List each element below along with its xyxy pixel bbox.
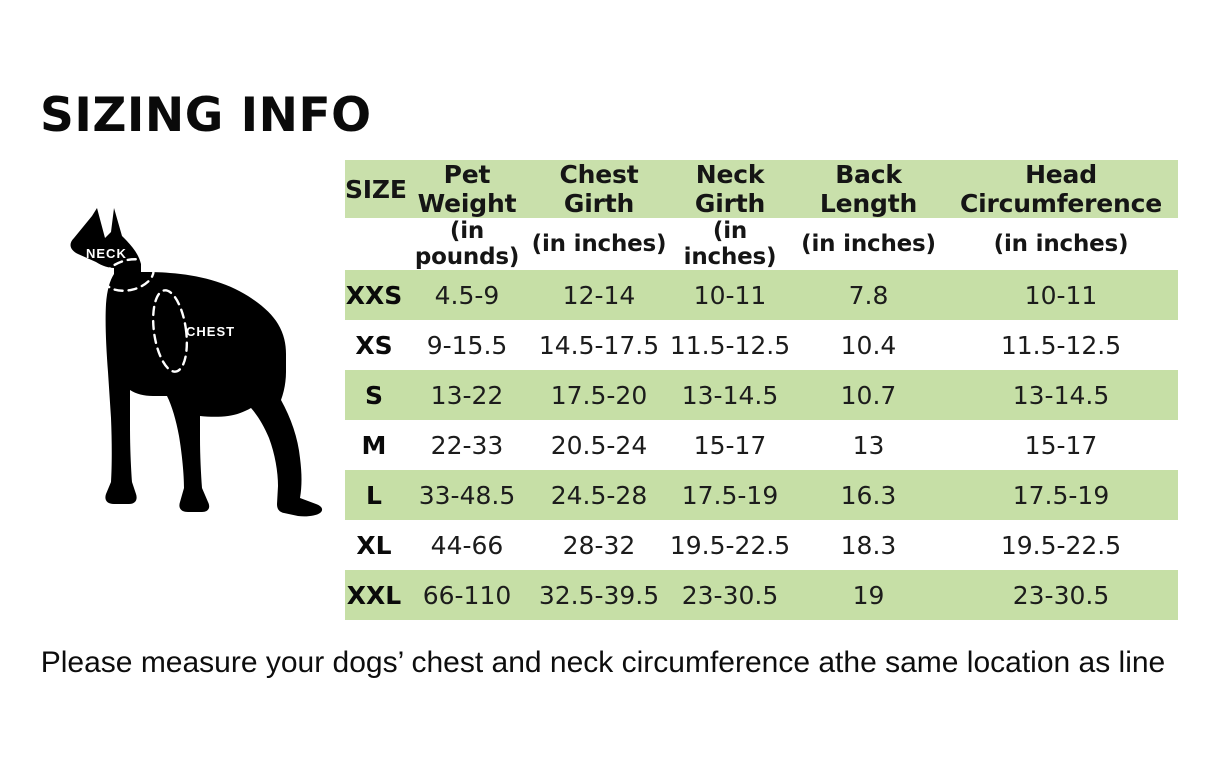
cell-chest-girth: 20.5-24: [531, 420, 667, 470]
cell-neck-girth: 10-11: [667, 270, 793, 320]
neck-measure-line: [103, 258, 155, 292]
cell-back-length: 10.7: [793, 370, 944, 420]
cell-size: M: [345, 420, 403, 470]
cell-size: XXS: [345, 270, 403, 320]
cell-back-length: 13: [793, 420, 944, 470]
cell-head-circumference: 11.5-12.5: [944, 320, 1178, 370]
column-header-back-length: Back Length: [793, 160, 944, 218]
table-row: S 13-22 17.5-20 13-14.5 10.7 13-14.5: [345, 370, 1178, 420]
table-row: XXL 66-110 32.5-39.5 23-30.5 19 23-30.5: [345, 570, 1178, 620]
cell-chest-girth: 32.5-39.5: [531, 570, 667, 620]
column-header-chest-girth: Chest Girth: [531, 160, 667, 218]
chest-measure-line: [151, 289, 189, 373]
cell-back-length: 18.3: [793, 520, 944, 570]
cell-pet-weight: 22-33: [403, 420, 531, 470]
cell-chest-girth: 12-14: [531, 270, 667, 320]
neck-label: NECK: [86, 246, 127, 261]
cell-head-circumference: 10-11: [944, 270, 1178, 320]
column-header-pet-weight: Pet Weight: [403, 160, 531, 218]
table-row: XS 9-15.5 14.5-17.5 11.5-12.5 10.4 11.5-…: [345, 320, 1178, 370]
cell-pet-weight: 13-22: [403, 370, 531, 420]
units-back-length: (in inches): [793, 218, 944, 270]
cell-back-length: 19: [793, 570, 944, 620]
column-header-size: SIZE: [345, 160, 407, 218]
cell-chest-girth: 14.5-17.5: [531, 320, 667, 370]
cell-head-circumference: 19.5-22.5: [944, 520, 1178, 570]
cell-back-length: 10.4: [793, 320, 944, 370]
units-size: [345, 218, 403, 270]
cell-size: L: [345, 470, 403, 520]
cell-neck-girth: 13-14.5: [667, 370, 793, 420]
cell-chest-girth: 28-32: [531, 520, 667, 570]
units-pet-weight: (in pounds): [403, 218, 531, 270]
cell-back-length: 7.8: [793, 270, 944, 320]
table-row: M 22-33 20.5-24 15-17 13 15-17: [345, 420, 1178, 470]
cell-head-circumference: 17.5-19: [944, 470, 1178, 520]
cell-chest-girth: 24.5-28: [531, 470, 667, 520]
cell-back-length: 16.3: [793, 470, 944, 520]
column-header-head-circumference: Head Circumference: [944, 160, 1178, 218]
measurement-instruction-caption: Please measure your dogs’ chest and neck…: [40, 646, 1166, 679]
cell-head-circumference: 15-17: [944, 420, 1178, 470]
cell-pet-weight: 9-15.5: [403, 320, 531, 370]
cell-head-circumference: 23-30.5: [944, 570, 1178, 620]
cell-pet-weight: 66-110: [403, 570, 531, 620]
page-title: SIZING INFO: [40, 88, 372, 143]
cell-chest-girth: 17.5-20: [531, 370, 667, 420]
table-row: XXS 4.5-9 12-14 10-11 7.8 10-11: [345, 270, 1178, 320]
cell-pet-weight: 33-48.5: [403, 470, 531, 520]
cell-size: XS: [345, 320, 403, 370]
table-row: XL 44-66 28-32 19.5-22.5 18.3 19.5-22.5: [345, 520, 1178, 570]
cell-head-circumference: 13-14.5: [944, 370, 1178, 420]
cell-neck-girth: 15-17: [667, 420, 793, 470]
units-neck-girth: (in inches): [667, 218, 793, 270]
table-header-row: SIZE Pet Weight Chest Girth Neck Girth B…: [345, 160, 1178, 218]
chest-label: CHEST: [186, 324, 236, 339]
cell-pet-weight: 4.5-9: [403, 270, 531, 320]
cell-neck-girth: 23-30.5: [667, 570, 793, 620]
units-chest-girth: (in inches): [531, 218, 667, 270]
cell-size: XL: [345, 520, 403, 570]
cell-pet-weight: 44-66: [403, 520, 531, 570]
cell-neck-girth: 19.5-22.5: [667, 520, 793, 570]
cell-neck-girth: 17.5-19: [667, 470, 793, 520]
size-chart-table: SIZE Pet Weight Chest Girth Neck Girth B…: [345, 160, 1178, 620]
table-row: L 33-48.5 24.5-28 17.5-19 16.3 17.5-19: [345, 470, 1178, 520]
cell-size: XXL: [345, 570, 403, 620]
cell-neck-girth: 11.5-12.5: [667, 320, 793, 370]
dog-silhouette-diagram: NECK CHEST: [48, 186, 338, 526]
units-head-circumference: (in inches): [944, 218, 1178, 270]
dog-body-shape: [70, 208, 323, 517]
table-units-row: (in pounds) (in inches) (in inches) (in …: [345, 218, 1178, 270]
cell-size: S: [345, 370, 403, 420]
column-header-neck-girth: Neck Girth: [667, 160, 793, 218]
